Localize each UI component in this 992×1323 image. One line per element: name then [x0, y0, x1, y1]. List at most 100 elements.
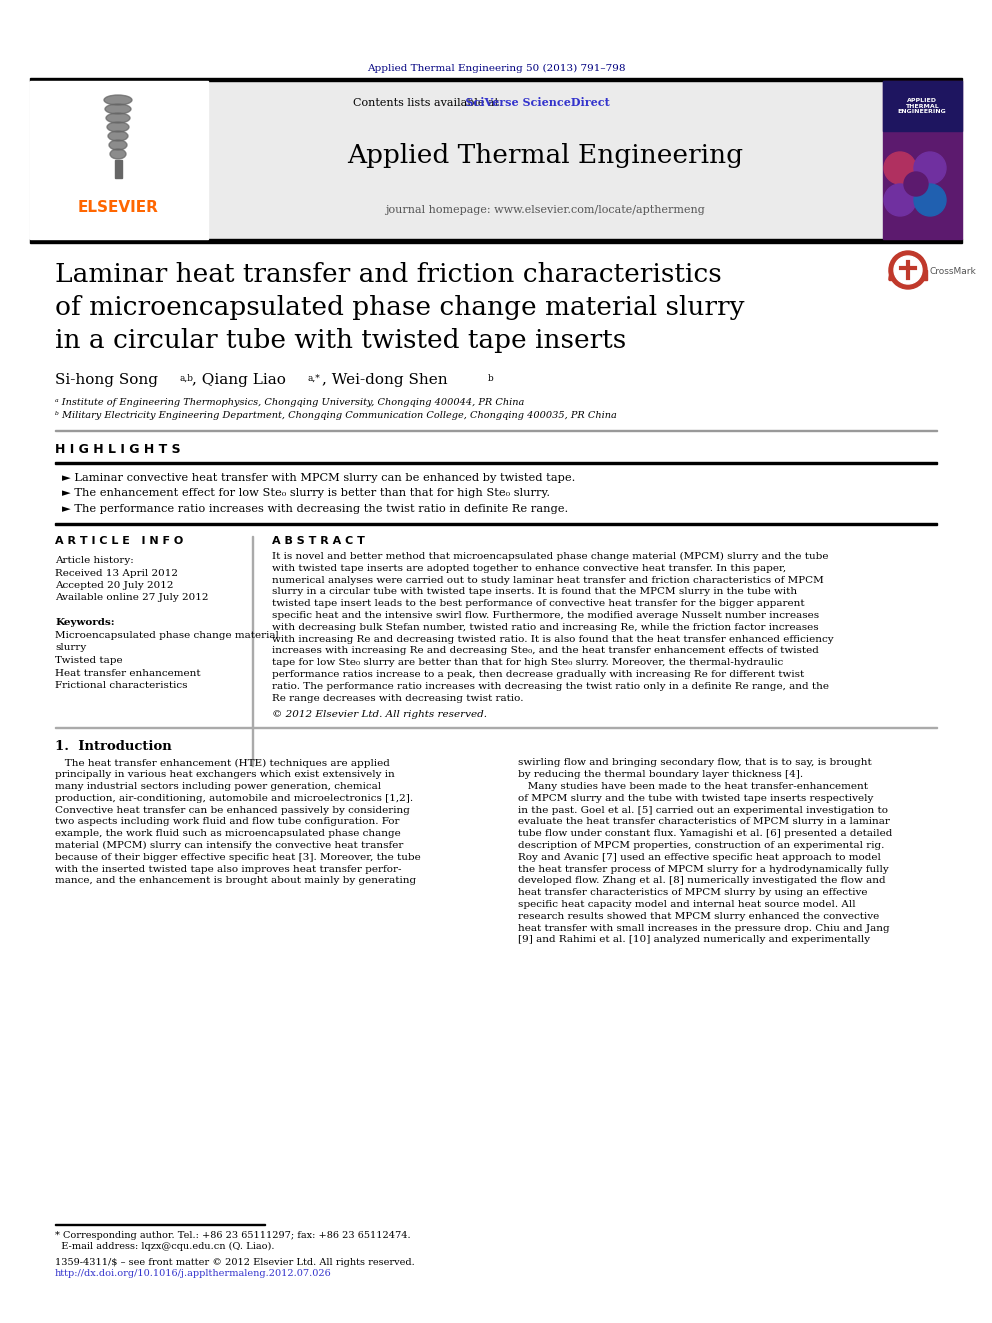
Text: performance ratios increase to a peak, then decrease gradually with increasing R: performance ratios increase to a peak, t…	[272, 669, 805, 679]
Text: http://dx.doi.org/10.1016/j.applthermaleng.2012.07.026: http://dx.doi.org/10.1016/j.applthermale…	[55, 1269, 331, 1278]
Text: ratio. The performance ratio increases with decreasing the twist ratio only in a: ratio. The performance ratio increases w…	[272, 681, 829, 691]
Text: Laminar heat transfer and friction characteristics: Laminar heat transfer and friction chara…	[55, 262, 722, 287]
Text: many industrial sectors including power generation, chemical: many industrial sectors including power …	[55, 782, 381, 791]
Text: ᵇ Military Electricity Engineering Department, Chongqing Communication College, : ᵇ Military Electricity Engineering Depar…	[55, 411, 617, 419]
Circle shape	[884, 184, 916, 216]
Text: increases with increasing Re and decreasing Ste₀, and the heat transfer enhancem: increases with increasing Re and decreas…	[272, 647, 818, 655]
Text: The heat transfer enhancement (HTE) techniques are applied: The heat transfer enhancement (HTE) tech…	[55, 758, 390, 767]
Circle shape	[914, 152, 946, 184]
Text: ► The enhancement effect for low Ste₀ slurry is better than that for high Ste₀ s: ► The enhancement effect for low Ste₀ sl…	[62, 488, 551, 499]
Text: Si-hong Song: Si-hong Song	[55, 373, 158, 388]
Text: Applied Thermal Engineering: Applied Thermal Engineering	[347, 143, 743, 168]
Text: 1359-4311/$ – see front matter © 2012 Elsevier Ltd. All rights reserved.: 1359-4311/$ – see front matter © 2012 El…	[55, 1258, 415, 1267]
Circle shape	[904, 172, 928, 196]
Ellipse shape	[105, 105, 131, 114]
Text: Contents lists available at: Contents lists available at	[353, 98, 503, 108]
Bar	[115, 160, 122, 179]
Text: APPLIED
THERMAL
ENGINEERING: APPLIED THERMAL ENGINEERING	[898, 98, 946, 114]
Text: Roy and Avanic [7] used an effective specific heat approach to model: Roy and Avanic [7] used an effective spe…	[518, 853, 881, 861]
Circle shape	[894, 255, 922, 284]
Circle shape	[884, 152, 916, 184]
Text: numerical analyses were carried out to study laminar heat transfer and friction : numerical analyses were carried out to s…	[272, 576, 823, 585]
Text: , Wei-dong Shen: , Wei-dong Shen	[322, 373, 447, 388]
Wedge shape	[889, 261, 927, 280]
Text: , Qiang Liao: , Qiang Liao	[192, 373, 286, 388]
Text: a,*: a,*	[308, 374, 320, 382]
Bar	[30, 81, 208, 239]
Text: ► Laminar convective heat transfer with MPCM slurry can be enhanced by twisted t: ► Laminar convective heat transfer with …	[62, 474, 575, 483]
Text: specific heat and the intensive swirl flow. Furthermore, the modified average Nu: specific heat and the intensive swirl fl…	[272, 611, 819, 620]
Text: Many studies have been made to the heat transfer-enhancement: Many studies have been made to the heat …	[518, 782, 868, 791]
Text: Heat transfer enhancement: Heat transfer enhancement	[55, 668, 200, 677]
Text: Article history:: Article history:	[55, 556, 134, 565]
Text: A B S T R A C T: A B S T R A C T	[272, 536, 365, 546]
Text: tape for low Ste₀ slurry are better than that for high Ste₀ slurry. Moreover, th: tape for low Ste₀ slurry are better than…	[272, 659, 784, 667]
Text: Applied Thermal Engineering 50 (2013) 791–798: Applied Thermal Engineering 50 (2013) 79…	[367, 64, 625, 73]
Bar	[208, 81, 883, 239]
Text: heat transfer with small increases in the pressure drop. Chiu and Jang: heat transfer with small increases in th…	[518, 923, 890, 933]
Bar	[55, 462, 937, 463]
Text: Frictional characteristics: Frictional characteristics	[55, 681, 187, 691]
Text: Twisted tape: Twisted tape	[55, 656, 123, 665]
Ellipse shape	[104, 95, 132, 105]
Text: a,b: a,b	[179, 374, 193, 382]
Text: ► The performance ratio increases with decreasing the twist ratio in definite Re: ► The performance ratio increases with d…	[62, 504, 568, 515]
Text: slurry in a circular tube with twisted tape inserts. It is found that the MPCM s: slurry in a circular tube with twisted t…	[272, 587, 798, 597]
Text: mance, and the enhancement is brought about mainly by generating: mance, and the enhancement is brought ab…	[55, 876, 416, 885]
Text: developed flow. Zhang et al. [8] numerically investigated the flow and: developed flow. Zhang et al. [8] numeric…	[518, 876, 886, 885]
Text: the heat transfer process of MPCM slurry for a hydrodynamically fully: the heat transfer process of MPCM slurry…	[518, 865, 889, 873]
Text: of MPCM slurry and the tube with twisted tape inserts respectively: of MPCM slurry and the tube with twisted…	[518, 794, 873, 803]
Text: Available online 27 July 2012: Available online 27 July 2012	[55, 593, 208, 602]
Bar	[889, 270, 927, 280]
Text: research results showed that MPCM slurry enhanced the convective: research results showed that MPCM slurry…	[518, 912, 879, 921]
Bar	[55, 523, 937, 524]
Ellipse shape	[109, 140, 127, 149]
Text: Keywords:: Keywords:	[55, 618, 115, 627]
Text: SciVerse ScienceDirect: SciVerse ScienceDirect	[353, 98, 610, 108]
Text: example, the work fluid such as microencapsulated phase change: example, the work fluid such as microenc…	[55, 830, 401, 839]
Text: E-mail address: lqzx@cqu.edu.cn (Q. Liao).: E-mail address: lqzx@cqu.edu.cn (Q. Liao…	[55, 1242, 275, 1252]
Text: principally in various heat exchangers which exist extensively in: principally in various heat exchangers w…	[55, 770, 395, 779]
Text: production, air-conditioning, automobile and microelectronics [1,2].: production, air-conditioning, automobile…	[55, 794, 413, 803]
Text: [9] and Rahimi et al. [10] analyzed numerically and experimentally: [9] and Rahimi et al. [10] analyzed nume…	[518, 935, 870, 945]
Text: ᵃ Institute of Engineering Thermophysics, Chongqing University, Chongqing 400044: ᵃ Institute of Engineering Thermophysics…	[55, 398, 525, 407]
Text: b: b	[488, 374, 494, 382]
Ellipse shape	[106, 112, 130, 123]
Text: with decreasing bulk Stefan number, twisted ratio and increasing Re, while the f: with decreasing bulk Stefan number, twis…	[272, 623, 818, 632]
Bar	[30, 239, 962, 243]
Text: H I G H L I G H T S: H I G H L I G H T S	[55, 443, 181, 456]
Text: with increasing Re and decreasing twisted ratio. It is also found that the heat : with increasing Re and decreasing twiste…	[272, 635, 833, 643]
Text: by reducing the thermal boundary layer thickness [4].: by reducing the thermal boundary layer t…	[518, 770, 804, 779]
Text: because of their bigger effective specific heat [3]. Moreover, the tube: because of their bigger effective specif…	[55, 853, 421, 861]
Text: A R T I C L E   I N F O: A R T I C L E I N F O	[55, 536, 184, 546]
Text: tube flow under constant flux. Yamagishi et al. [6] presented a detailed: tube flow under constant flux. Yamagishi…	[518, 830, 893, 839]
Text: 1.  Introduction: 1. Introduction	[55, 741, 172, 753]
Text: It is novel and better method that microencapsulated phase change material (MPCM: It is novel and better method that micro…	[272, 552, 828, 561]
Circle shape	[914, 184, 946, 216]
Ellipse shape	[107, 122, 129, 132]
Text: slurry: slurry	[55, 643, 86, 652]
Text: Microencapsulated phase change material: Microencapsulated phase change material	[55, 631, 279, 640]
Text: material (MPCM) slurry can intensify the convective heat transfer: material (MPCM) slurry can intensify the…	[55, 841, 404, 851]
Text: CrossMark: CrossMark	[930, 267, 977, 277]
Bar	[883, 81, 962, 131]
Ellipse shape	[110, 149, 126, 159]
Text: Re range decreases with decreasing twist ratio.: Re range decreases with decreasing twist…	[272, 693, 524, 703]
Ellipse shape	[108, 131, 128, 142]
Text: two aspects including work fluid and flow tube configuration. For: two aspects including work fluid and flo…	[55, 818, 400, 827]
Text: Accepted 20 July 2012: Accepted 20 July 2012	[55, 581, 174, 590]
Text: journal homepage: www.elsevier.com/locate/apthermeng: journal homepage: www.elsevier.com/locat…	[385, 205, 705, 216]
Text: Convective heat transfer can be enhanced passively by considering: Convective heat transfer can be enhanced…	[55, 806, 410, 815]
Bar	[30, 78, 962, 81]
Text: in a circular tube with twisted tape inserts: in a circular tube with twisted tape ins…	[55, 328, 626, 353]
Text: of microencapsulated phase change material slurry: of microencapsulated phase change materi…	[55, 295, 745, 320]
Text: specific heat capacity model and internal heat source model. All: specific heat capacity model and interna…	[518, 900, 856, 909]
Text: ELSEVIER: ELSEVIER	[77, 200, 159, 214]
Text: twisted tape insert leads to the best performance of convective heat transfer fo: twisted tape insert leads to the best pe…	[272, 599, 805, 609]
Bar	[30, 81, 962, 239]
Text: description of MPCM properties, construction of an experimental rig.: description of MPCM properties, construc…	[518, 841, 885, 849]
Text: with the inserted twisted tape also improves heat transfer perfor-: with the inserted twisted tape also impr…	[55, 865, 402, 873]
Circle shape	[889, 251, 927, 288]
Bar	[883, 81, 962, 239]
Text: in the past. Goel et al. [5] carried out an experimental investigation to: in the past. Goel et al. [5] carried out…	[518, 806, 888, 815]
